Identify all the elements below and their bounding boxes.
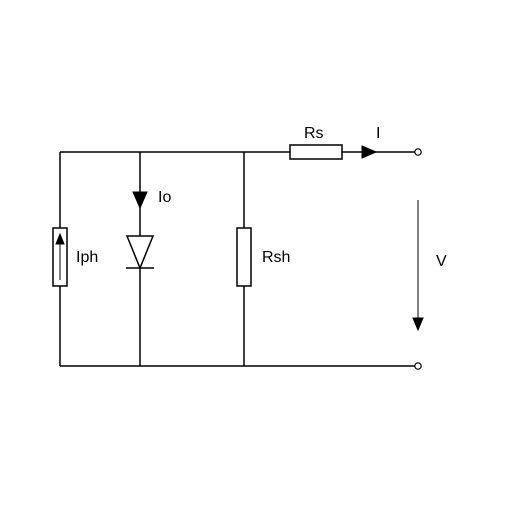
resistor-rsh — [237, 228, 251, 286]
label-iph: Iph — [76, 249, 98, 266]
resistor-rs — [290, 145, 342, 159]
diode-triangle — [127, 236, 153, 268]
circuit-diagram: Iph Io Rsh Rs I V — [0, 0, 512, 512]
label-rs: Rs — [304, 125, 324, 142]
current-arrow-i — [362, 146, 376, 158]
label-i: I — [376, 125, 380, 142]
label-rsh: Rsh — [262, 249, 290, 266]
label-io: Io — [158, 189, 171, 206]
terminal-top — [415, 149, 421, 155]
voltage-arrow-head — [413, 318, 423, 330]
label-v: V — [436, 253, 447, 270]
current-arrow-io — [133, 192, 147, 208]
terminal-bottom — [415, 363, 421, 369]
